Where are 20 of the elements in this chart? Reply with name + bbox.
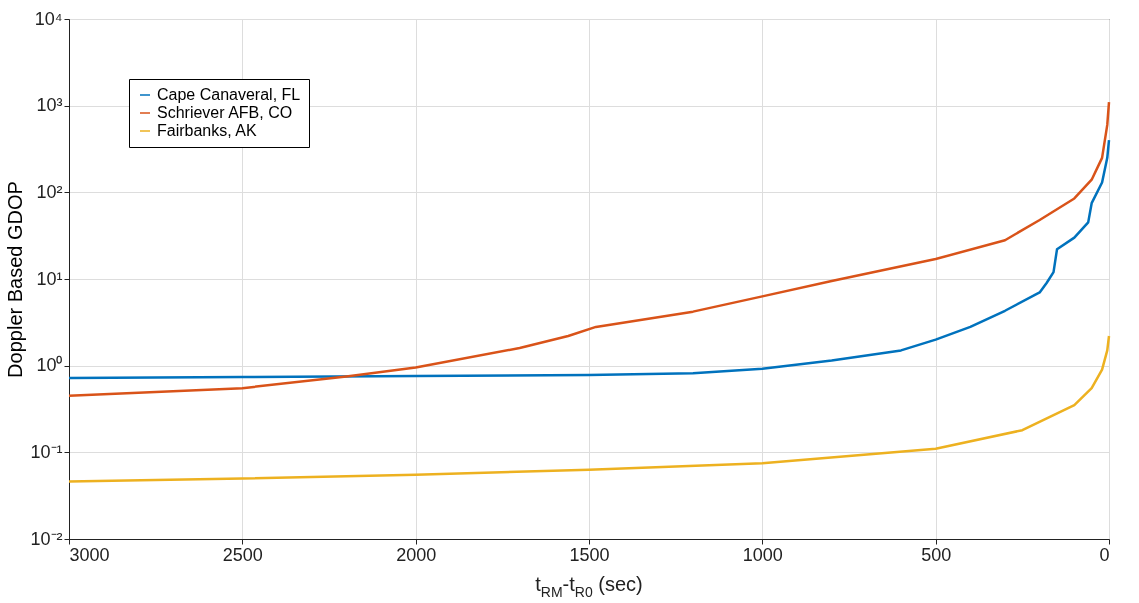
- y-tick-label: 10⁴: [34, 8, 63, 29]
- y-axis-title: Doppler Based GDOP: [4, 181, 27, 378]
- x-tick-label: 500: [921, 544, 952, 565]
- legend-label: Fairbanks, AK: [157, 122, 257, 139]
- x-tick-label: 1000: [742, 544, 783, 565]
- y-tick-label: 10¹: [36, 268, 63, 289]
- x-tick-label: 1500: [569, 544, 610, 565]
- y-tick-label: 10³: [36, 95, 63, 116]
- y-tick-label: 10²: [36, 181, 63, 202]
- x-tick-label: 2000: [396, 544, 437, 565]
- legend-label: Cape Canaveral, FL: [157, 86, 301, 103]
- x-tick-label: 3000: [69, 544, 110, 565]
- y-tick-label: 10⁰: [36, 355, 63, 376]
- line-series: [67, 334, 1111, 483]
- y-tick-label: 10⁻²: [30, 528, 63, 549]
- legend-label: Schriever AFB, CO: [157, 104, 293, 121]
- y-tick-label: 10⁻¹: [30, 441, 63, 462]
- x-tick-label: 0: [1099, 544, 1110, 565]
- x-tick-label: 2500: [222, 544, 263, 565]
- line-series: [67, 138, 1111, 380]
